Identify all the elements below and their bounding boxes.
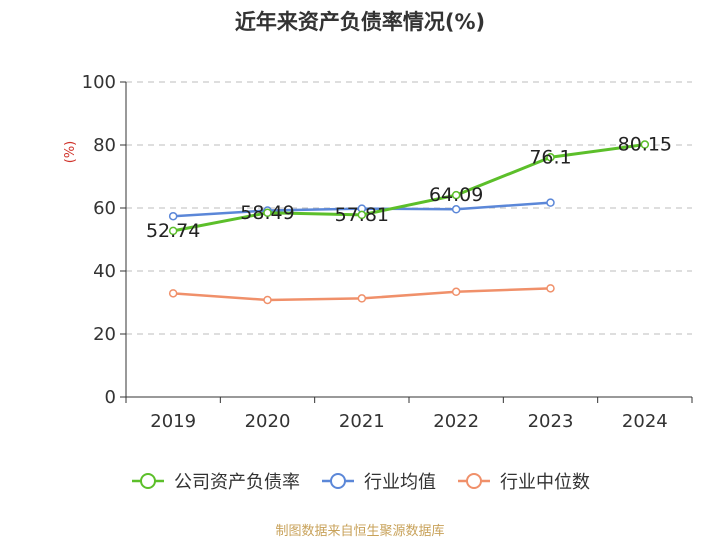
data-point — [168, 211, 178, 221]
data-label: 58.49 — [240, 202, 294, 224]
x-tick-label: 2021 — [339, 411, 385, 432]
y-tick-label: 100 — [82, 72, 116, 93]
x-tick-label: 2024 — [622, 411, 668, 432]
data-point — [640, 140, 650, 149]
legend-label: 公司资产负债率 — [174, 472, 300, 493]
data-point — [263, 208, 272, 218]
data-point — [451, 287, 461, 297]
x-tick-label: 2023 — [528, 411, 574, 432]
legend-swatch — [458, 473, 490, 489]
data-point — [357, 294, 367, 303]
legend: 公司资产负债率 行业均值 行业中位数 — [0, 468, 720, 494]
data-point — [168, 226, 178, 236]
x-tick-label: 2019 — [150, 411, 196, 432]
series — [168, 140, 650, 305]
data-point — [451, 190, 461, 200]
legend-swatch — [132, 473, 164, 489]
y-tick-label: 80 — [93, 135, 116, 156]
x-tick-label: 2022 — [433, 411, 479, 432]
y-axis-label: (%) — [63, 141, 78, 164]
legend-item[interactable]: 行业均值 — [320, 468, 436, 494]
y-tick-label: 20 — [93, 324, 116, 345]
data-label: 80.15 — [618, 134, 672, 156]
y-tick-label: 60 — [93, 198, 116, 219]
legend-label: 行业均值 — [364, 472, 436, 493]
source-note: 制图数据来自恒生聚源数据库 — [275, 524, 445, 539]
legend-item[interactable]: 公司资产负债率 — [130, 468, 300, 494]
data-point — [263, 295, 272, 305]
data-label: 76.1 — [529, 146, 571, 168]
data-label: 57.81 — [335, 204, 389, 226]
data-labels: 52.74 58.49 57.81 64.09 76.1 80.15 — [146, 134, 672, 242]
x-tick-label: 2020 — [245, 411, 291, 432]
data-point — [546, 153, 555, 162]
chart-title: 近年来资产负债率情况(%) — [234, 10, 486, 34]
axes: 0 20 40 60 80 100 2019 2020 2021 2022 2023 2024 (%) — [63, 72, 693, 432]
data-point — [546, 198, 555, 207]
series-line-0 — [172, 143, 646, 233]
legend-item[interactable]: 行业中位数 — [456, 468, 590, 494]
data-label: 64.09 — [429, 184, 483, 206]
y-tick-label: 40 — [93, 261, 116, 282]
data-point — [168, 289, 178, 298]
data-point — [451, 205, 461, 214]
data-label: 52.74 — [146, 220, 200, 242]
y-tick-label: 0 — [105, 387, 116, 408]
legend-label: 行业中位数 — [500, 472, 590, 493]
legend-swatch — [322, 473, 354, 489]
data-point — [357, 210, 367, 220]
data-point — [546, 284, 555, 293]
